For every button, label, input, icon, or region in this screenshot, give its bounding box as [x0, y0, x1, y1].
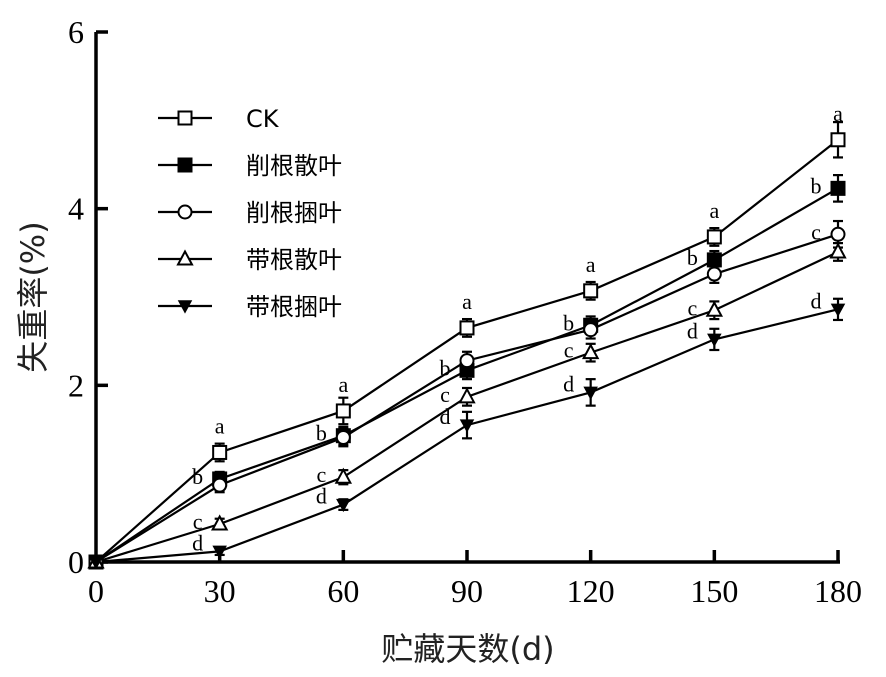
y-tick-label: 2 — [68, 367, 84, 403]
data-point — [706, 252, 722, 268]
data-point — [212, 444, 228, 460]
significance-label: a — [215, 413, 225, 438]
significance-label: a — [338, 372, 348, 397]
x-ticks: 0 30 60 90 120 150 180 — [88, 550, 862, 609]
legend-label: CK — [246, 105, 280, 133]
data-point — [336, 498, 351, 513]
significance-label: a — [586, 252, 596, 277]
markers — [87, 132, 847, 570]
data-point — [458, 387, 476, 404]
significance-label: d — [192, 530, 203, 555]
legend-marker — [177, 204, 193, 220]
data-point — [583, 322, 599, 338]
significance-label: d — [563, 371, 574, 396]
legend-marker — [177, 300, 193, 314]
data-point — [829, 242, 847, 259]
legend-label: 削根捆叶 — [246, 199, 342, 227]
legend-marker — [177, 110, 193, 126]
x-tick-label: 30 — [204, 573, 236, 609]
significance-label: a — [709, 198, 719, 223]
data-point — [705, 300, 724, 317]
legend-marker — [177, 157, 193, 173]
significance-label: b — [316, 421, 327, 446]
data-point — [88, 556, 104, 570]
significance-label: b — [563, 310, 574, 335]
data-point — [334, 467, 353, 484]
data-point — [212, 477, 228, 493]
data-point — [459, 419, 475, 433]
data-point — [706, 229, 722, 245]
x-tick-label: 120 — [567, 573, 615, 609]
significance-label: d — [687, 318, 698, 343]
legend-label: 带根捆叶 — [246, 293, 342, 321]
significance-label: d — [811, 288, 822, 313]
x-tick-label: 180 — [814, 573, 862, 609]
legend-label: 带根散叶 — [246, 246, 342, 274]
data-point — [830, 226, 846, 242]
x-tick-label: 90 — [451, 573, 483, 609]
significance-label: b — [811, 173, 822, 198]
y-tick-label: 0 — [68, 544, 84, 580]
data-point — [335, 429, 351, 445]
data-point — [706, 266, 722, 282]
x-tick-label: 60 — [327, 573, 359, 609]
x-tick-label: 150 — [690, 573, 738, 609]
data-point — [583, 283, 599, 299]
significance-label: c — [564, 338, 574, 363]
data-point — [830, 180, 846, 196]
y-ticks: 0 2 4 6 — [68, 14, 108, 580]
significance-label: b — [192, 464, 203, 489]
data-point — [459, 320, 475, 336]
data-point — [581, 343, 600, 360]
significance-label: c — [440, 382, 450, 407]
significance-label: a — [462, 289, 472, 314]
x-axis-title: 贮藏天数(d) — [381, 630, 554, 668]
significance-label: b — [440, 355, 451, 380]
data-point — [707, 333, 722, 347]
data-point — [830, 132, 846, 148]
significance-label: c — [193, 509, 203, 534]
y-axis-title: 失重率(%) — [14, 221, 52, 372]
significance-label: c — [316, 462, 326, 487]
legend-label: 削根散叶 — [246, 152, 342, 180]
data-point — [335, 403, 351, 419]
data-point — [210, 514, 229, 531]
significance-label: c — [687, 295, 697, 320]
data-point — [459, 353, 475, 369]
legend-marker — [176, 249, 194, 266]
y-tick-label: 4 — [68, 191, 84, 227]
data-point — [830, 303, 846, 317]
significance-label: b — [687, 245, 698, 270]
data-point — [583, 386, 598, 400]
significance-label: d — [316, 484, 327, 509]
significance-label: c — [811, 219, 821, 244]
data-point — [212, 545, 227, 559]
significance-label: d — [440, 404, 451, 429]
significance-label: a — [833, 101, 843, 126]
x-tick-label: 0 — [88, 573, 104, 609]
y-tick-label: 6 — [68, 14, 84, 50]
